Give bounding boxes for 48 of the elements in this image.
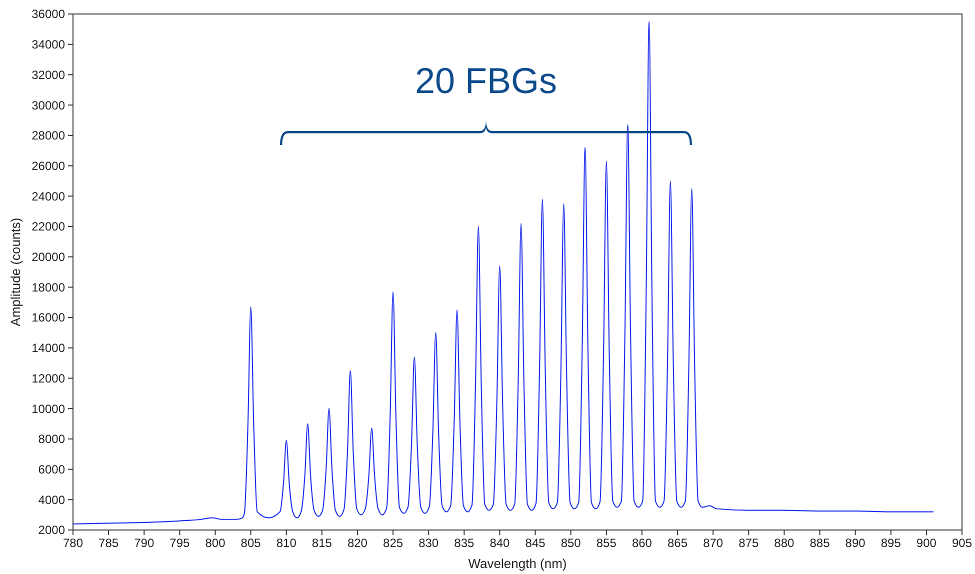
y-tick-label: 20000 xyxy=(32,250,66,264)
y-axis-title: Amplitude (counts) xyxy=(8,218,23,326)
y-tick-label: 12000 xyxy=(32,371,66,386)
x-tick-label: 845 xyxy=(525,536,546,550)
y-tick-label: 22000 xyxy=(32,220,66,234)
y-tick-label: 36000 xyxy=(32,7,66,22)
y-tick-label: 8000 xyxy=(38,432,66,446)
x-tick-label: 885 xyxy=(810,536,830,550)
y-tick-label: 26000 xyxy=(32,158,66,173)
annotation: 20 FBGs xyxy=(414,60,558,101)
y-tick-label: 4000 xyxy=(38,492,66,507)
x-tick-label: 880 xyxy=(774,536,795,550)
x-tick-label: 860 xyxy=(632,536,652,550)
x-tick-label: 870 xyxy=(703,536,724,550)
x-tick-label: 825 xyxy=(383,536,404,550)
x-tick-label: 905 xyxy=(952,536,972,550)
y-tick-label: 30000 xyxy=(32,98,66,112)
x-tick-label: 855 xyxy=(596,536,617,550)
x-tick-label: 805 xyxy=(240,536,262,550)
line-series xyxy=(72,21,934,524)
y-tick-label: 18000 xyxy=(32,280,66,294)
x-tick-label: 785 xyxy=(98,536,119,550)
y-tick-label: 28000 xyxy=(32,128,66,143)
x-tick-label: 780 xyxy=(62,536,84,550)
y-tick-label: 6000 xyxy=(38,462,66,476)
x-tick-label: 890 xyxy=(845,536,866,550)
x-tick-label: 835 xyxy=(454,536,474,550)
x-tick-label: 800 xyxy=(205,536,226,550)
y-tick-label: 24000 xyxy=(32,189,66,204)
x-tick-label: 840 xyxy=(490,536,510,550)
y-tick-label: 34000 xyxy=(32,38,66,52)
y-tick-label: 14000 xyxy=(32,341,66,356)
x-tick-label: 815 xyxy=(312,536,332,550)
x-tick-label: 790 xyxy=(134,536,154,550)
x-tick-label: 875 xyxy=(738,536,759,550)
x-tick-label: 865 xyxy=(668,536,688,550)
x-tick-label: 850 xyxy=(560,536,582,550)
x-tick-label: 820 xyxy=(347,536,368,550)
y-tick-label: 10000 xyxy=(32,402,66,416)
x-tick-label: 830 xyxy=(418,536,439,550)
x-tick-label: 795 xyxy=(170,536,190,550)
x-tick-label: 810 xyxy=(276,536,297,550)
y-tick-label: 16000 xyxy=(32,310,66,325)
x-tick-label: 900 xyxy=(916,536,937,550)
x-tick-label: 895 xyxy=(880,536,902,550)
x-axis-title: Wavelength (nm) xyxy=(468,556,567,571)
y-tick-label: 2000 xyxy=(38,523,66,538)
y-tick-label: 32000 xyxy=(32,68,66,82)
